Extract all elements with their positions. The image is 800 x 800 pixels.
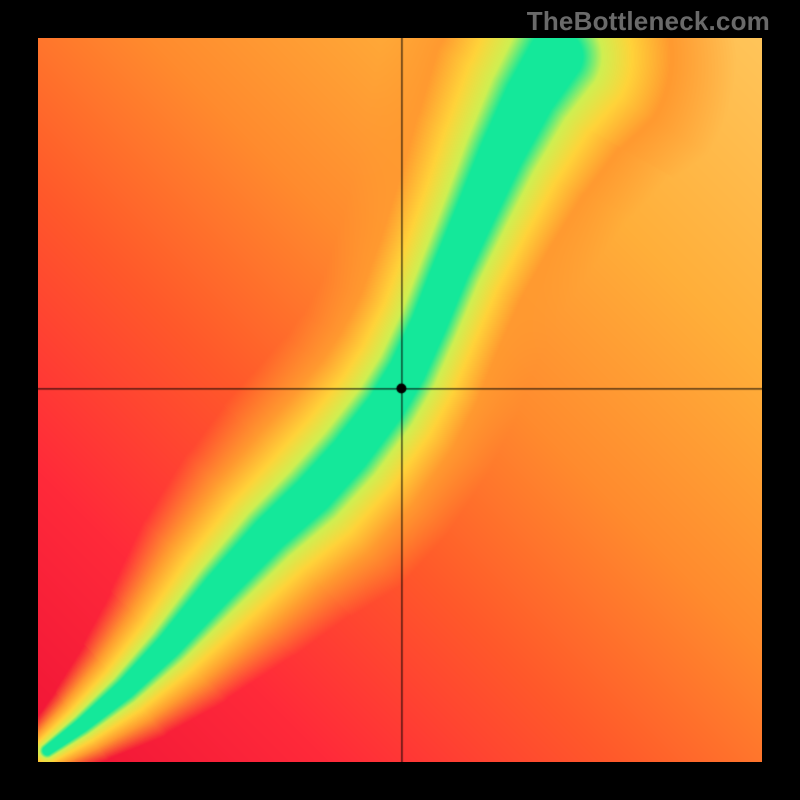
chart-container: TheBottleneck.com: [0, 0, 800, 800]
watermark-text: TheBottleneck.com: [527, 6, 770, 37]
heatmap-canvas: [38, 38, 762, 762]
heatmap-plot: [38, 38, 762, 762]
